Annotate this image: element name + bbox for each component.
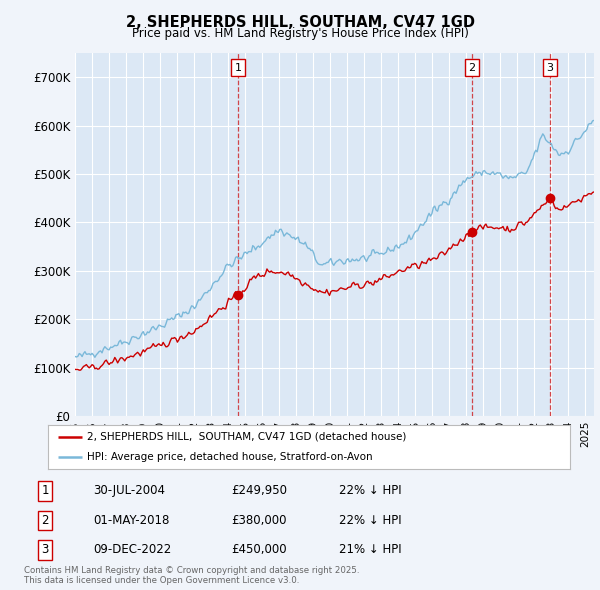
Text: Price paid vs. HM Land Registry's House Price Index (HPI): Price paid vs. HM Land Registry's House … xyxy=(131,27,469,40)
Text: 2, SHEPHERDS HILL,  SOUTHAM, CV47 1GD (detached house): 2, SHEPHERDS HILL, SOUTHAM, CV47 1GD (de… xyxy=(87,432,407,442)
Text: 22% ↓ HPI: 22% ↓ HPI xyxy=(339,514,401,527)
Text: 3: 3 xyxy=(41,543,49,556)
Text: Contains HM Land Registry data © Crown copyright and database right 2025.
This d: Contains HM Land Registry data © Crown c… xyxy=(24,566,359,585)
Text: £249,950: £249,950 xyxy=(231,484,287,497)
Text: 3: 3 xyxy=(547,63,554,73)
Text: 30-JUL-2004: 30-JUL-2004 xyxy=(93,484,165,497)
Text: 2: 2 xyxy=(469,63,476,73)
Text: £450,000: £450,000 xyxy=(231,543,287,556)
Text: 09-DEC-2022: 09-DEC-2022 xyxy=(93,543,171,556)
Text: HPI: Average price, detached house, Stratford-on-Avon: HPI: Average price, detached house, Stra… xyxy=(87,452,373,462)
Text: 2, SHEPHERDS HILL, SOUTHAM, CV47 1GD: 2, SHEPHERDS HILL, SOUTHAM, CV47 1GD xyxy=(125,15,475,30)
Text: 01-MAY-2018: 01-MAY-2018 xyxy=(93,514,169,527)
Text: 2: 2 xyxy=(41,514,49,527)
Text: 22% ↓ HPI: 22% ↓ HPI xyxy=(339,484,401,497)
Text: £380,000: £380,000 xyxy=(231,514,287,527)
Text: 1: 1 xyxy=(235,63,242,73)
Text: 21% ↓ HPI: 21% ↓ HPI xyxy=(339,543,401,556)
Text: 1: 1 xyxy=(41,484,49,497)
